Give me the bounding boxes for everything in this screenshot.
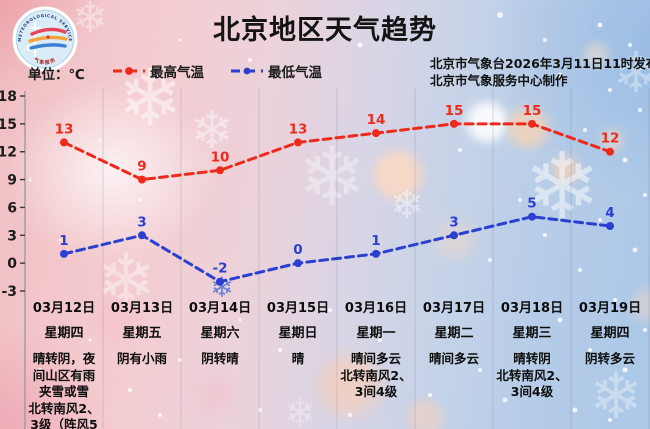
data-point [60, 138, 68, 147]
series-line-最高气温 [62, 122, 612, 182]
forecast-weather: 晴间多云 [350, 351, 401, 366]
forecast-date: 03月13日 [110, 301, 174, 316]
data-point [528, 119, 536, 128]
logo-arc-text-bottom: 气象服务 [32, 56, 58, 66]
legend-label-high: 最高气温 [150, 65, 204, 81]
forecast-weather: 晴转阴，夜间山区有雨夹雪或雪 [32, 351, 96, 399]
forecast-date: 03月16日 [344, 301, 408, 316]
data-point-label: 1 [59, 233, 68, 249]
forecast-weekday: 星期一 [356, 326, 396, 341]
forecast-column-1: 03月13日 星期五阴有小雨 [103, 297, 181, 429]
forecast-date: 03月18日 [500, 301, 564, 316]
data-point [294, 138, 302, 147]
data-point-label: -2 [213, 261, 228, 277]
forecast-column-7: 03月19日 星期四阴转多云 [571, 297, 649, 429]
data-point-label: 12 [601, 131, 620, 147]
forecast-weekday: 星期四 [590, 326, 630, 341]
legend-label-low: 最低气温 [268, 65, 322, 81]
high-temp-line-marker-icon [113, 67, 145, 75]
forecast-wind: 北转南风2、3间4级 [340, 367, 412, 400]
data-point-label: 15 [445, 103, 464, 119]
forecast-weather: 晴转阴 [513, 351, 551, 366]
series-line-最低气温 [62, 215, 612, 284]
y-axis-tick-label: -3 [1, 284, 17, 300]
forecast-column-4: 03月16日 星期一晴间多云 北转南风2、3间4级 [337, 297, 415, 429]
data-point [450, 231, 458, 240]
data-point-label: 3 [137, 214, 146, 230]
data-point-label: 5 [527, 196, 536, 212]
data-point-label: 9 [137, 159, 146, 175]
data-point [216, 166, 224, 175]
data-point [138, 175, 146, 184]
low-temp-line-marker-icon [231, 67, 263, 75]
forecast-column-5: 03月17日 星期二晴间多云 [415, 297, 493, 429]
data-point-label: 0 [293, 242, 302, 258]
data-point [372, 249, 380, 258]
data-point [450, 119, 458, 128]
issue-info: 北京市气象台2026年3月11日11时发布 北京市气象服务中心制作 [430, 55, 650, 89]
forecast-weather: 阴转多云 [584, 351, 635, 366]
forecast-date: 03月12日 [32, 301, 96, 316]
y-axis-tick-label: 12 [0, 145, 17, 161]
forecast-weather: 晴 [291, 351, 305, 366]
forecast-weather: 阴有小雨 [116, 351, 167, 366]
forecast-date: 03月15日 [266, 301, 330, 316]
y-axis-tick-label: 6 [7, 200, 17, 216]
data-point [372, 129, 380, 138]
forecast-weekday: 星期六 [200, 326, 240, 341]
forecast-weekday: 星期日 [278, 326, 318, 341]
page-title: 北京地区天气趋势 [213, 15, 437, 46]
svg-text:❄: ❄ [190, 101, 234, 161]
issue-line-2: 北京市气象服务中心制作 [430, 73, 568, 88]
data-point-label: 3 [449, 214, 458, 230]
unit-label: 单位：℃ [28, 67, 85, 83]
data-point-label: 15 [523, 103, 542, 119]
issue-line-1: 北京市气象台2026年3月11日11时发布 [430, 56, 650, 71]
data-point [216, 277, 224, 286]
data-point [60, 249, 68, 258]
legend: 最高气温 最低气温 [112, 61, 322, 81]
data-point-label: 1 [371, 233, 380, 249]
forecast-date: 03月17日 [422, 301, 486, 316]
data-point [606, 222, 614, 230]
forecast-weekday: 星期五 [122, 326, 162, 341]
forecast-weekday: 星期三 [512, 326, 552, 341]
y-axis-tick-label: 9 [7, 173, 17, 189]
data-point-label: 4 [605, 205, 614, 221]
legend-item-low: 最低气温 [230, 61, 322, 81]
forecast-weather: 阴转晴 [201, 351, 239, 366]
forecast-date: 03月14日 [188, 301, 252, 316]
legend-item-high: 最高气温 [112, 61, 204, 81]
forecast-table: 03月12日星期四晴转阴，夜间山区有雨夹雪或雪北转南风2、3级（阵风5级左右）0… [25, 297, 649, 429]
y-axis-tick-label: 3 [7, 228, 17, 244]
forecast-column-3: 03月15日 星期日晴 [259, 297, 337, 429]
forecast-date: 03月19日 [578, 301, 642, 316]
svg-text:❄: ❄ [298, 130, 367, 225]
data-point-label: 13 [55, 121, 74, 137]
forecast-column-6: 03月18日 星期三晴转阴 北转南风2、3间4级 [493, 297, 571, 429]
meteorological-logo: METEOROLOGICAL SERVICE 气象服务 [12, 6, 78, 72]
ribbon-streams-icon [28, 27, 68, 50]
svg-text:❄: ❄ [390, 182, 424, 228]
data-point [528, 212, 536, 221]
data-point-label: 13 [289, 121, 308, 137]
forecast-weekday: 星期二 [434, 326, 474, 341]
y-axis-tick-label: 0 [7, 256, 17, 272]
data-point [294, 259, 302, 268]
data-point-label: 10 [211, 149, 230, 165]
y-axis-tick-label: 15 [0, 117, 17, 133]
y-axis-tick-label: 18 [0, 89, 17, 105]
data-point-label: 14 [367, 112, 386, 128]
forecast-weekday: 星期四 [44, 326, 84, 341]
forecast-weather: 晴间多云 [428, 351, 479, 366]
forecast-wind: 北转南风2、3间4级 [496, 367, 568, 400]
data-point [606, 147, 614, 156]
data-point [138, 231, 146, 240]
svg-text:❄: ❄ [523, 133, 600, 240]
forecast-column-2: 03月14日 星期六阴转晴 [181, 297, 259, 429]
forecast-wind: 北转南风2、3级（阵风5级左右） [28, 400, 100, 429]
